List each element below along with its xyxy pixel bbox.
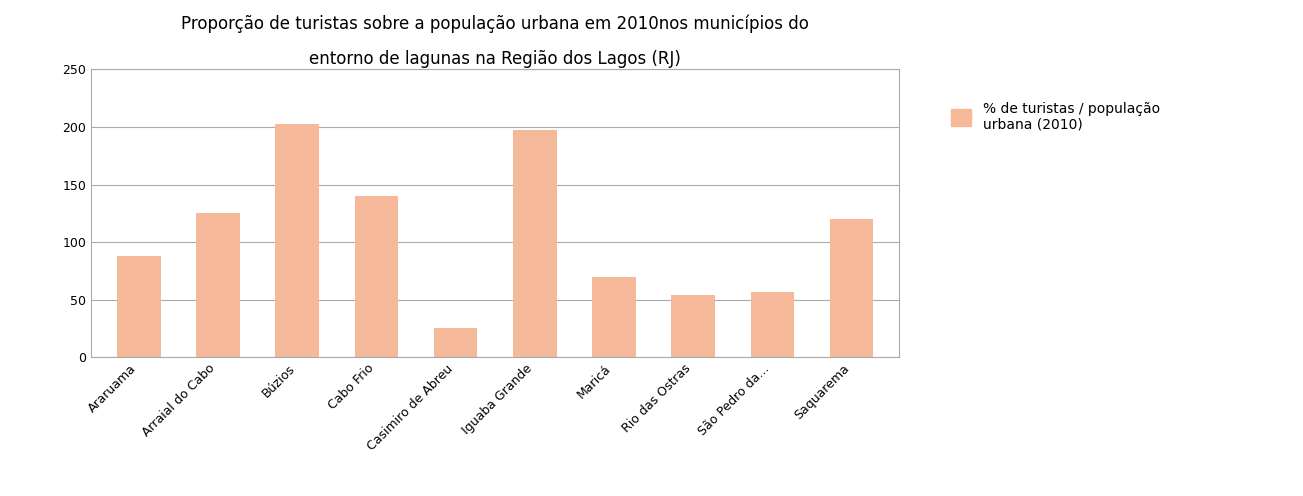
Bar (434, 328, 477, 357)
Bar (117, 256, 160, 357)
Bar (197, 213, 240, 357)
Bar (592, 277, 636, 357)
Legend: % de turistas / população
urbana (2010): % de turistas / população urbana (2010) (945, 96, 1165, 137)
Bar (751, 292, 794, 357)
Text: Proporção de turistas sobre a população urbana em 2010nos municípios do: Proporção de turistas sobre a população … (181, 15, 809, 33)
Bar (671, 295, 715, 357)
Bar (354, 196, 399, 357)
Bar (275, 124, 319, 357)
Bar (830, 219, 873, 357)
Bar (513, 130, 556, 357)
Text: entorno de lagunas na Região dos Lagos (RJ): entorno de lagunas na Região dos Lagos (… (309, 50, 681, 67)
